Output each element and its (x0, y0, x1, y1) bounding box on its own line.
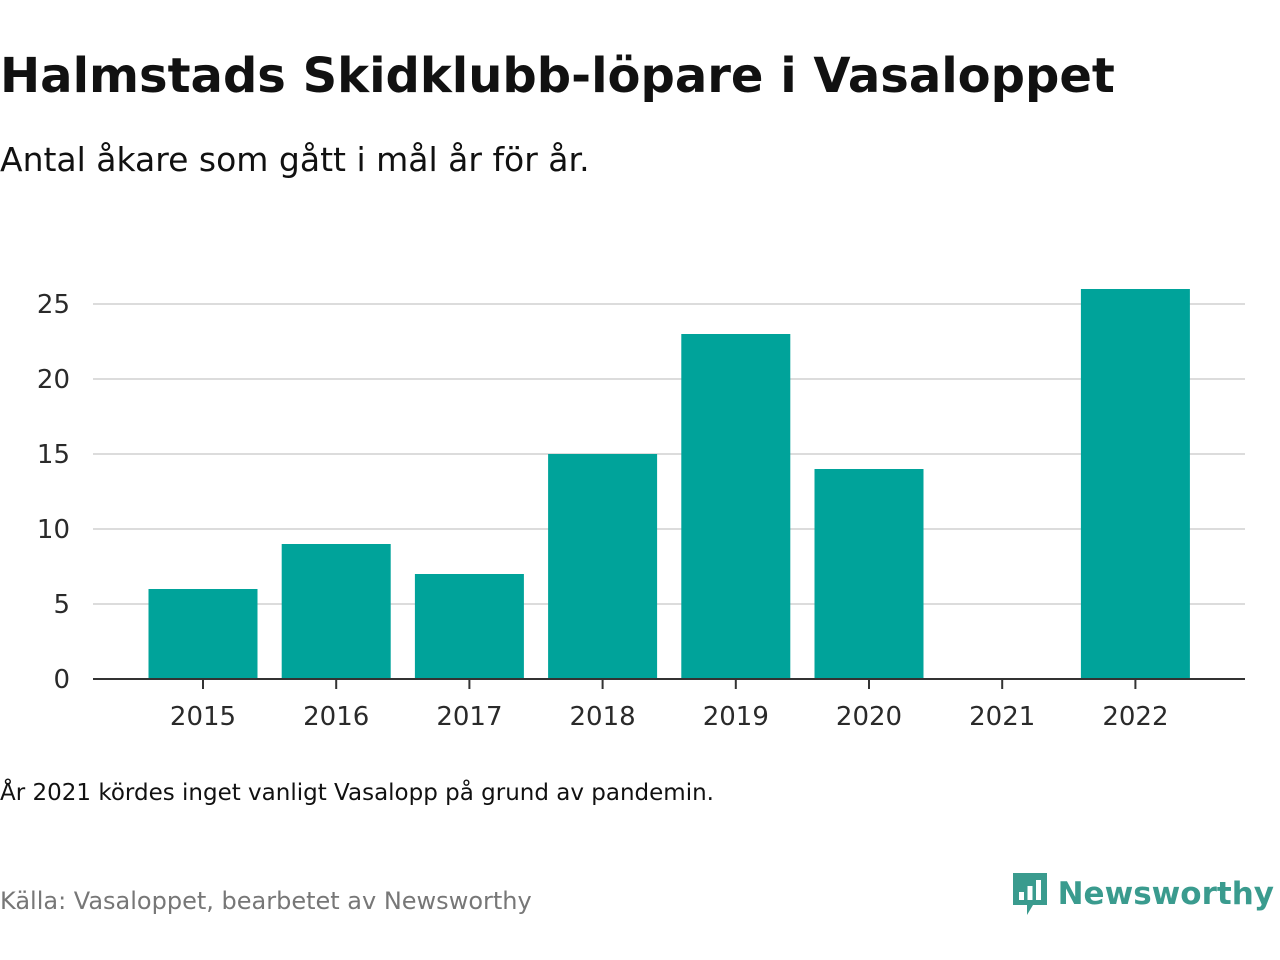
grid-lines (93, 303, 1245, 605)
newsworthy-logo-icon (1012, 873, 1047, 915)
x-tick-label: 2017 (436, 702, 502, 732)
x-tick-label: 2019 (703, 702, 769, 732)
y-axis-ticks: 0 5 10 15 20 25 (37, 290, 70, 695)
brand-name: Newsworthy (1057, 876, 1274, 912)
y-tick-label: 15 (37, 440, 70, 470)
chart-title: Halmstads Skidklubb-löpare i Vasaloppet (0, 48, 1115, 104)
x-tick-label: 2016 (303, 702, 369, 732)
y-tick-label: 0 (53, 665, 70, 695)
bar-2016 (281, 544, 391, 679)
footnote: År 2021 kördes inget vanligt Vasalopp på… (0, 780, 714, 806)
source-text: Källa: Vasaloppet, bearbetet av Newswort… (0, 887, 532, 915)
x-tick-label: 2020 (836, 702, 902, 732)
y-tick-label: 20 (37, 365, 70, 395)
x-tick-label: 2018 (570, 702, 636, 732)
chart-subtitle: Antal åkare som gått i mål år för år. (0, 140, 590, 179)
bars (148, 289, 1190, 679)
x-tick-label: 2021 (969, 702, 1035, 732)
x-tick-label: 2022 (1102, 702, 1168, 732)
bar-2018 (548, 454, 658, 679)
brand-logo: Newsworthy (1010, 870, 1274, 918)
y-tick-label: 5 (53, 590, 70, 620)
y-tick-label: 25 (37, 290, 70, 320)
bar-2020 (814, 469, 924, 679)
x-tick-label: 2015 (170, 702, 236, 732)
bar-2015 (148, 589, 258, 679)
bar-2022 (1080, 289, 1190, 679)
y-tick-label: 10 (37, 515, 70, 545)
bar-2019 (681, 334, 791, 679)
bar-2017 (414, 574, 524, 679)
x-axis-ticks: 2015 2016 2017 2018 2019 2020 2021 2022 (170, 679, 1168, 732)
